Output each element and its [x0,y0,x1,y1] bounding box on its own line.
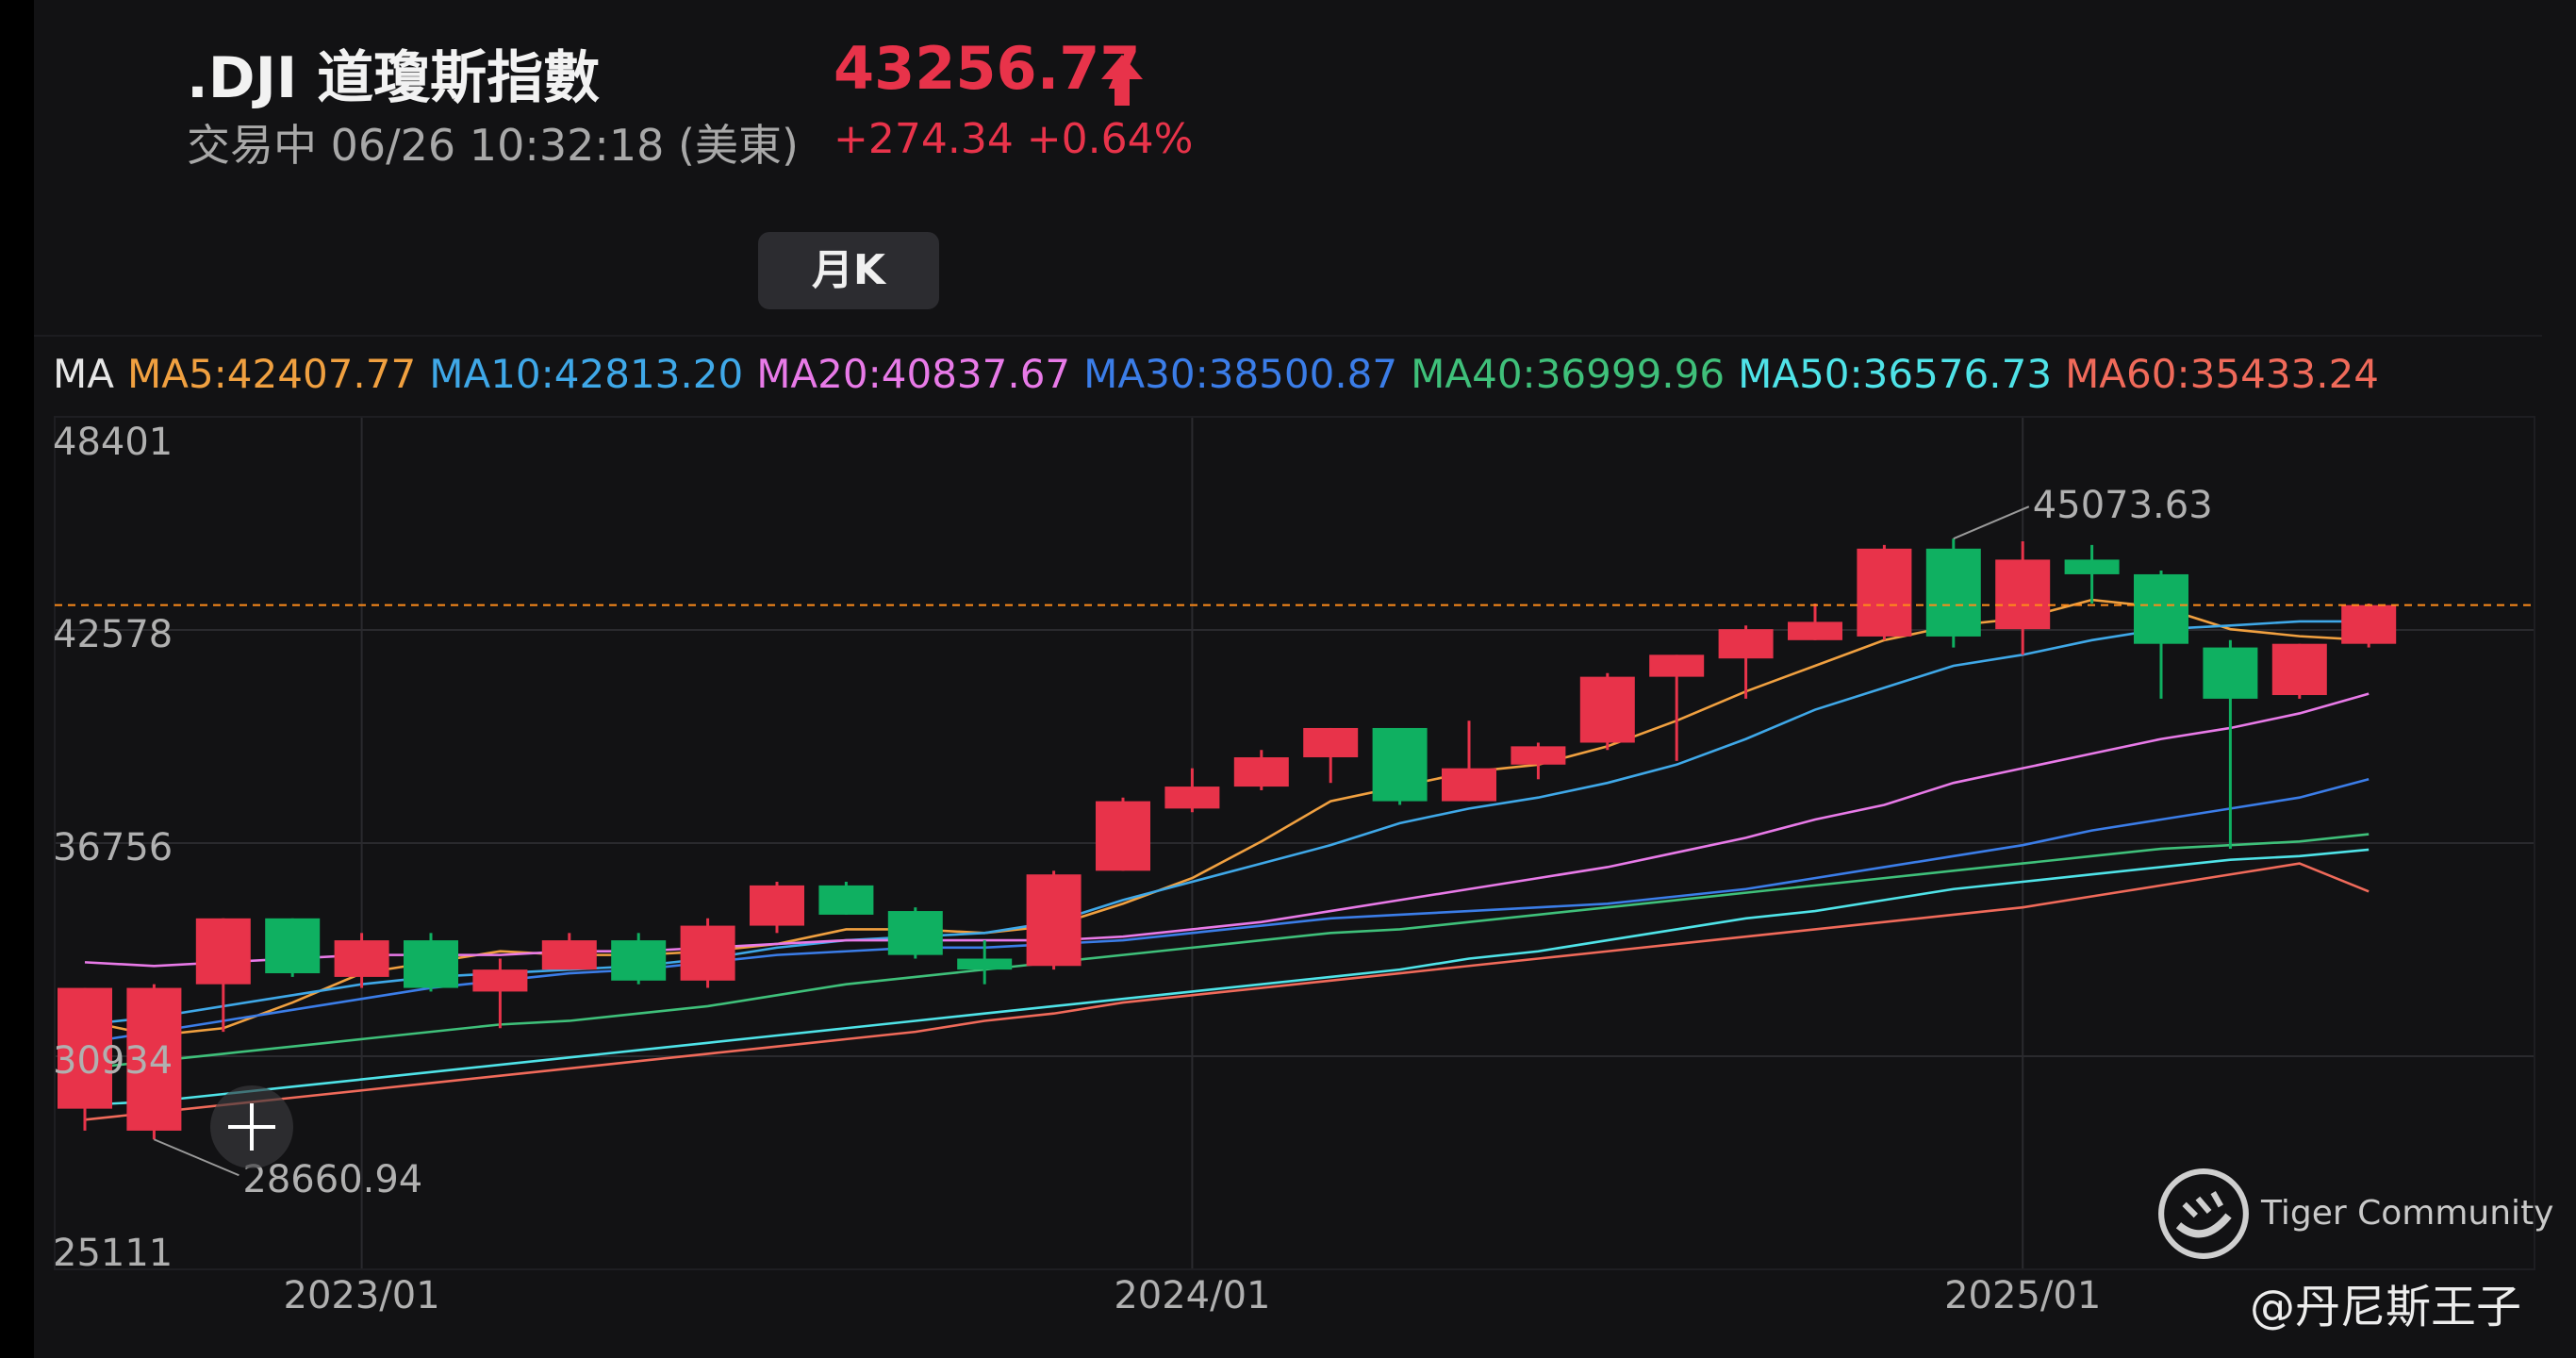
candle-body [265,918,321,974]
last-price: 43256.77 [834,34,1141,103]
header-divider [34,335,2542,337]
y-tick-label: 42578 [53,613,173,656]
ma-legend-item: MA10:42813.20 [429,351,744,397]
min-value-label: 28660.94 [242,1158,422,1201]
candle-body [195,918,251,985]
left-edge-strip [0,0,34,1358]
ma-legend-item: MA40:36999.96 [1411,351,1726,397]
quote-header: .DJI 道瓊斯指數 交易中 06/26 10:32:18 (美東) 43256… [34,0,2576,335]
price-change: +274.34 +0.64% [834,115,1194,163]
ma-legend: MA MA5:42407.77 MA10:42813.20 MA20:40837.67… [53,351,2392,397]
author-watermark: @丹尼斯王子 [2250,1281,2522,1333]
ma-legend-item: MA20:40837.67 [756,351,1071,397]
plot-frame [54,416,2535,1270]
ma-legend-item: MA50:36576.73 [1738,351,2053,397]
tiger-community-watermark: Tiger Community [2261,1194,2554,1233]
ma-line-ma40 [84,833,2370,1070]
candle-body [1649,654,1705,677]
candle-body [1303,727,1359,758]
candle-body [2134,573,2188,644]
ma-legend-item: MA60:35433.24 [2065,351,2380,397]
candle-body [680,925,735,981]
candle-body [1096,801,1150,871]
candle-body [541,940,597,970]
ma-line-ma5 [84,598,2370,1037]
x-tick-label: 2024/01 [1114,1274,1270,1317]
candle-body [126,987,182,1131]
candle-body [1164,787,1220,809]
candle-body [887,911,943,955]
crosshair-icon[interactable] [209,1085,294,1169]
trading-status: 交易中 06/26 10:32:18 (美東) [187,120,799,171]
ma-line-ma50 [84,848,2370,1107]
candle-body [818,885,874,915]
candle-body [1233,757,1289,787]
max-label-leader [1953,505,2030,540]
candle-body [2203,647,2258,699]
candle-body [1718,629,1774,659]
y-tick-label: 36756 [53,826,173,869]
ma-line-ma10 [84,620,2370,1026]
candle-body [1925,548,1981,637]
candle-body [1372,727,1428,802]
ma-line-ma20 [84,692,2370,968]
candle-body [1579,676,1635,743]
candle-body [58,987,112,1109]
candle-body [1995,559,2051,630]
min-label-leader [154,1138,239,1177]
candle-body [334,940,389,977]
ma-legend-item: MA30:38500.87 [1083,351,1398,397]
candle-body [2064,559,2120,574]
ma-legend-item: MA [53,351,114,397]
candle-body [2341,604,2397,644]
y-tick-label: 25111 [53,1232,173,1275]
tiger-community-logo-icon [2158,1168,2249,1259]
candle-body [404,940,458,988]
ma-line-ma60 [84,862,2370,1121]
candle-body [1857,548,1912,637]
y-tick-label: 48401 [53,421,173,464]
ma-line-ma30 [84,778,2370,1045]
max-value-label: 45073.63 [2033,484,2213,527]
candle-body [957,958,1013,970]
up-arrow-icon [1101,55,1143,106]
symbol-title: .DJI 道瓊斯指數 [187,45,601,111]
period-monthly-button[interactable]: 月K [758,232,939,309]
candle-body [1511,746,1566,765]
candle-body [750,885,804,926]
y-tick-label: 30934 [53,1039,173,1083]
candle-body [1442,768,1496,802]
candle-body [611,940,667,981]
candle-body [1026,874,1082,967]
ma-legend-item: MA5:42407.77 [126,351,417,397]
candle-body [2271,643,2327,696]
candle-body [1788,621,1842,640]
x-tick-label: 2023/01 [284,1274,440,1317]
x-tick-label: 2025/01 [1944,1274,2101,1317]
candle-body [472,969,528,992]
